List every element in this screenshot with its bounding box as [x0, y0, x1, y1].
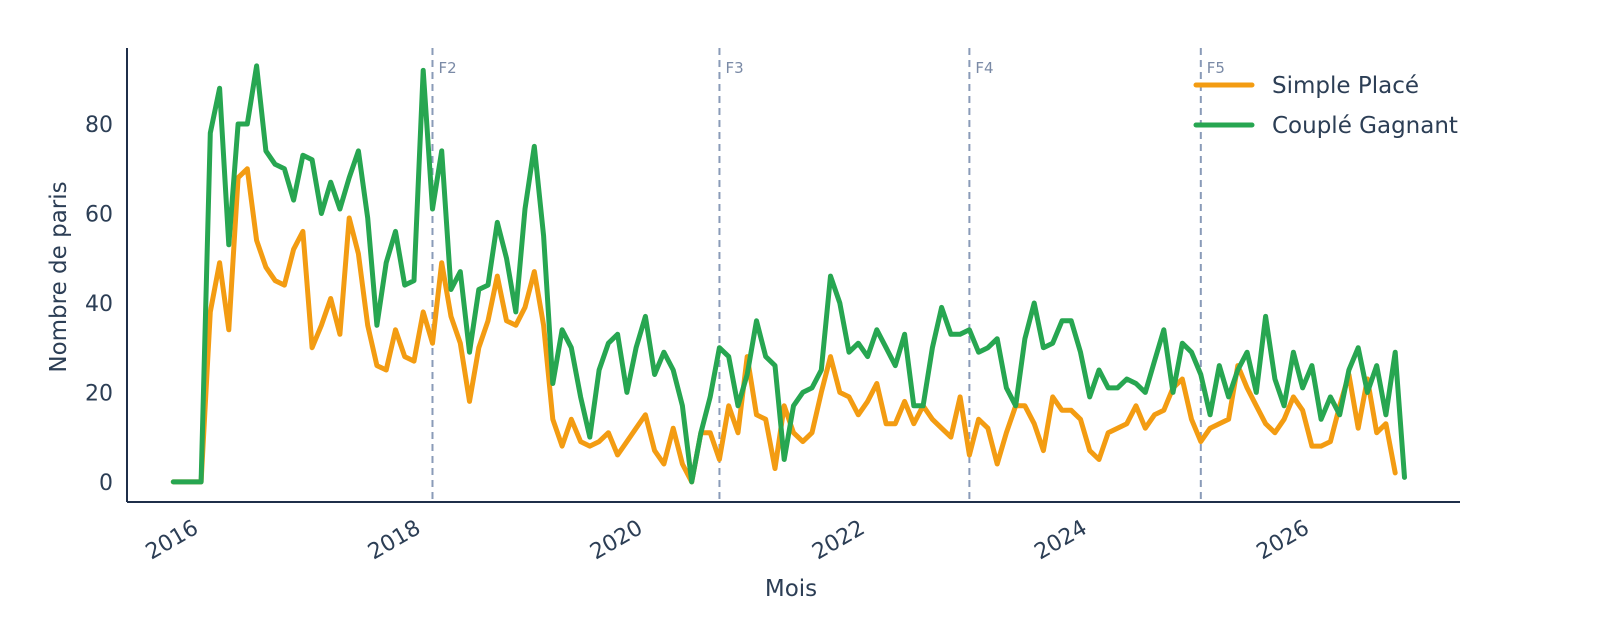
x-axis-title: Mois — [765, 576, 817, 602]
axes — [126, 48, 1460, 503]
tick-labels: 0 20 40 60 80 2016 2018 2020 2022 2024 2026 — [85, 113, 1314, 565]
x-tick-label: 2020 — [586, 516, 647, 566]
x-tick-label: 2026 — [1253, 516, 1314, 566]
phase-label: F3 — [725, 59, 743, 77]
x-tick-label: 2016 — [142, 516, 203, 566]
y-tick-label: 40 — [85, 292, 113, 317]
legend-label: Simple Placé — [1272, 73, 1419, 99]
series-line — [170, 166, 1398, 485]
y-tick-label: 20 — [85, 381, 113, 406]
x-tick-label: 2022 — [808, 516, 869, 566]
phase-label: F4 — [975, 59, 993, 77]
y-tick-label: 60 — [85, 202, 113, 227]
phase-label: F2 — [438, 59, 456, 77]
y-axis-title: Nombre de paris — [46, 181, 72, 372]
legend: Simple Placé Couplé Gagnant — [1193, 73, 1458, 139]
phase-label: F5 — [1207, 59, 1225, 77]
y-tick-label: 80 — [85, 113, 113, 138]
x-tick-label: 2018 — [364, 516, 425, 566]
series-line — [170, 63, 1407, 485]
y-tick-label: 0 — [99, 471, 113, 496]
x-tick-label: 2024 — [1030, 516, 1091, 566]
legend-label: Couplé Gagnant — [1272, 113, 1458, 139]
series-lines — [170, 63, 1407, 485]
